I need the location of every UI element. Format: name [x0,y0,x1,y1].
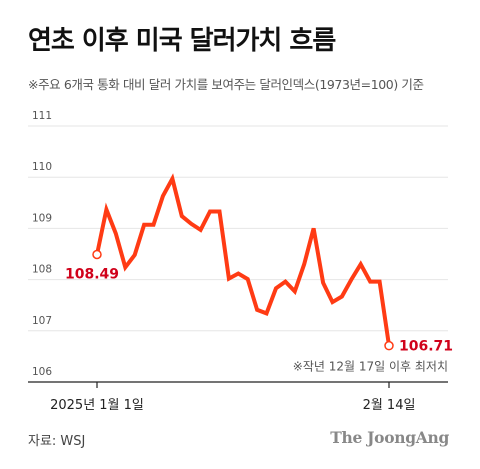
publisher-logo: The JoongAng [330,428,449,447]
y-tick-label: 109 [32,212,52,224]
y-tick-label: 111 [32,110,52,122]
dollar-index-series-line [95,173,391,348]
chart-subtitle: ※주요 6개국 통화 대비 달러 가치를 보여주는 달러인덱스(1973년=10… [28,77,424,92]
x-tick-label: 2월 14일 [363,398,416,413]
start-point-marker [92,249,102,260]
y-tick-label: 107 [32,315,52,327]
end-note-annotation: ※작년 12월 17일 이후 최저치 [293,360,448,374]
y-tick-label: 106 [32,366,52,378]
y-tick-label: 110 [32,161,52,173]
x-tick-label: 2025년 1월 1일 [50,398,144,413]
chart-title: 연초 이후 미국 달러가치 흐름 [28,26,336,56]
source-label: 자료: WSJ [28,434,86,449]
end-value-label: 106.71 [399,339,453,355]
start-value-label: 108.49 [65,267,119,283]
y-tick-label: 108 [32,264,52,276]
end-point-marker [384,340,394,351]
